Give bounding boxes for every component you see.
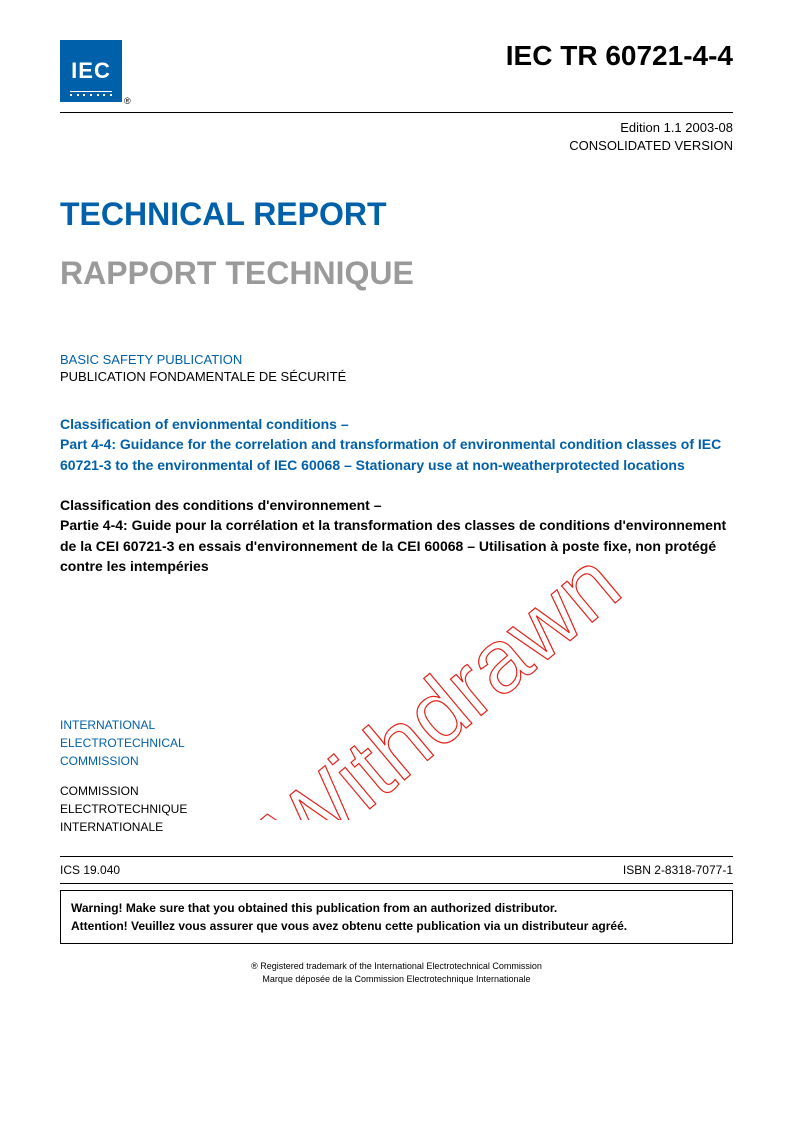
warning-box: Warning! Make sure that you obtained thi… [60,890,733,944]
organization-english: INTERNATIONAL ELECTROTECHNICAL COMMISSIO… [60,716,733,770]
trademark-notice: ® Registered trademark of the Internatio… [60,960,733,985]
edition-line: Edition 1.1 2003-08 [60,119,733,137]
header-rule [60,112,733,113]
heading-french: RAPPORT TECHNIQUE [60,254,733,292]
ics-code: ICS 19.040 [60,863,120,877]
title-english: Classification of envionmental condition… [60,414,733,475]
heading-english: TECHNICAL REPORT [60,195,733,233]
trademark-english: ® Registered trademark of the Internatio… [60,960,733,973]
logo-text: IEC [71,58,111,84]
header-row: IEC ® IEC TR 60721-4-4 [60,40,733,106]
ics-isbn-row: ICS 19.040 ISBN 2-8318-7077-1 [60,863,733,877]
safety-label-english: BASIC SAFETY PUBLICATION [60,352,733,367]
rule-below-ics [60,883,733,884]
iec-logo: IEC [60,40,122,102]
trademark-french: Marque déposée de la Commission Electrot… [60,973,733,986]
edition-block: Edition 1.1 2003-08 CONSOLIDATED VERSION [60,119,733,155]
document-page: IEC ® IEC TR 60721-4-4 Edition 1.1 2003-… [0,0,793,1122]
warning-french: Attention! Veuillez vous assurer que vou… [71,917,722,935]
rule-above-ics [60,856,733,857]
registered-mark: ® [124,96,131,106]
title-french: Classification des conditions d'environn… [60,495,733,576]
safety-label-french: PUBLICATION FONDAMENTALE DE SÉCURITÉ [60,369,733,384]
warning-english: Warning! Make sure that you obtained thi… [71,899,722,917]
isbn-code: ISBN 2-8318-7077-1 [623,863,733,877]
organization-french: COMMISSION ELECTROTECHNIQUE INTERNATIONA… [60,782,733,836]
version-line: CONSOLIDATED VERSION [60,137,733,155]
document-number: IEC TR 60721-4-4 [506,40,733,72]
logo-dots [70,94,112,96]
logo-underline [70,91,112,92]
